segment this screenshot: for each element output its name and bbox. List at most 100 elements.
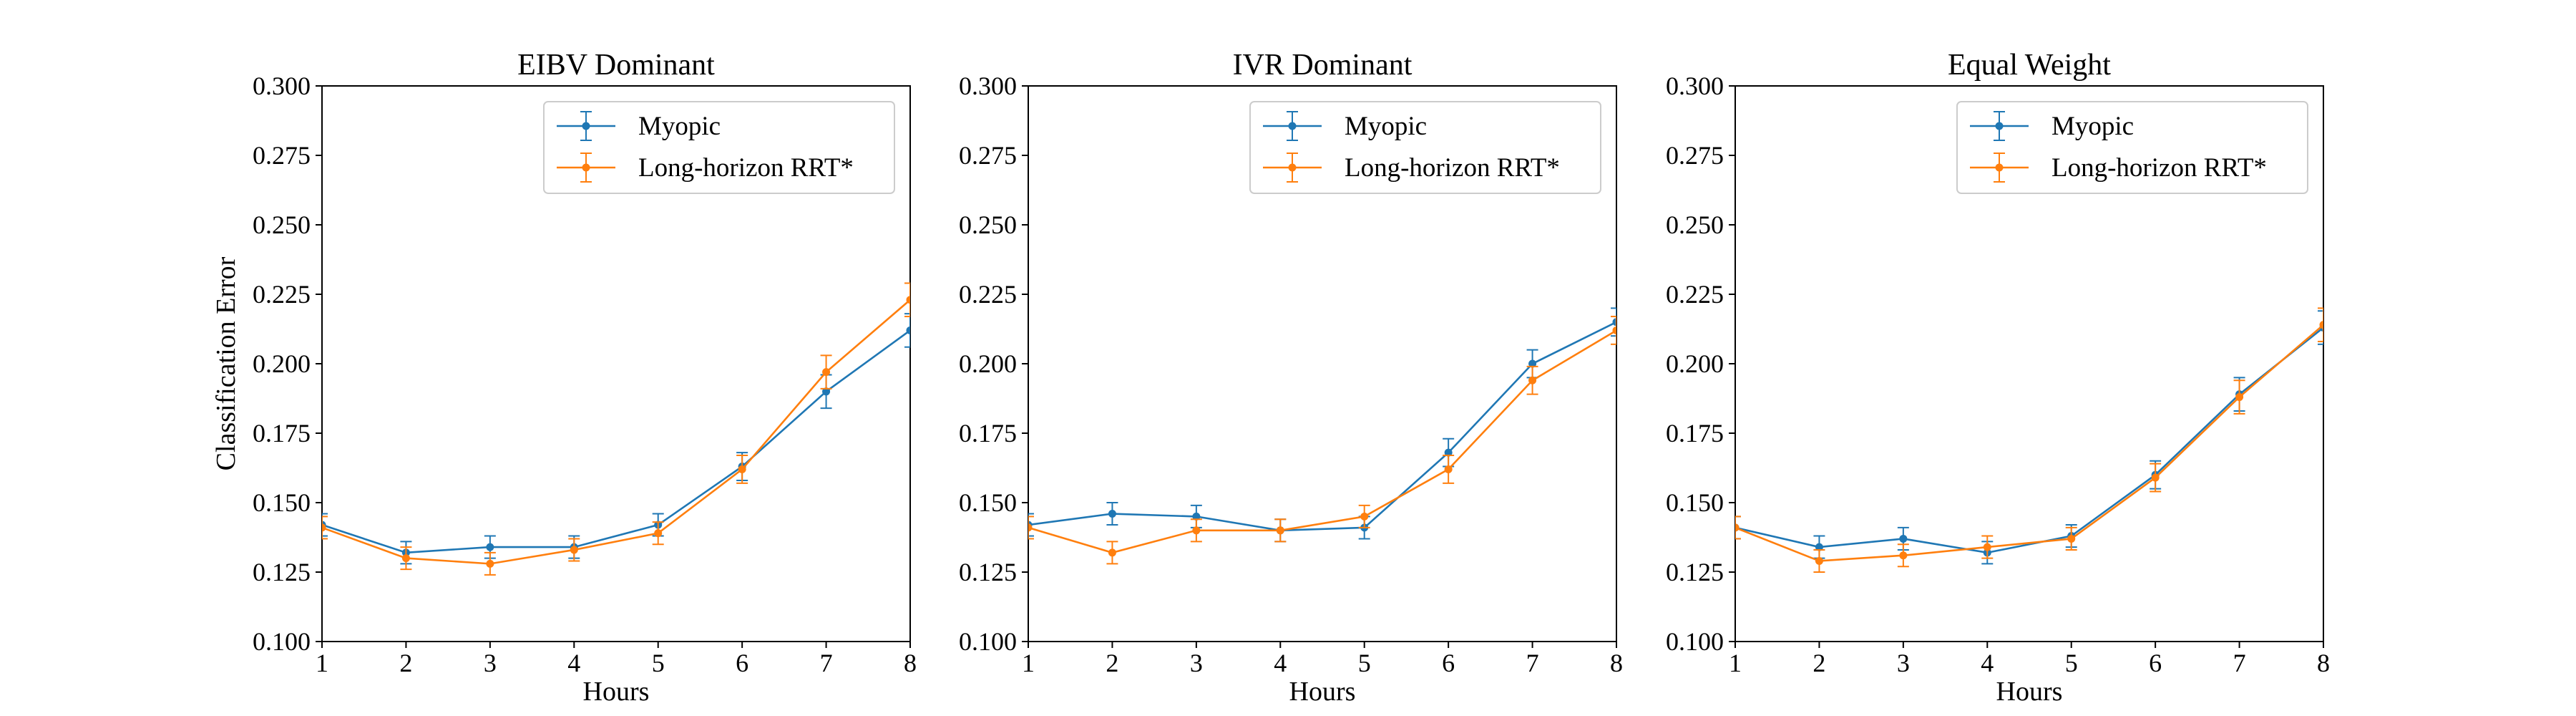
data-point: [570, 546, 578, 554]
x-tick-label: 5: [1358, 649, 1371, 677]
series-myopic: [1028, 307, 1616, 543]
y-tick-label: 0.250: [1666, 211, 1724, 239]
x-tick-label: 2: [1106, 649, 1118, 677]
series-line: [322, 299, 910, 565]
x-tick-label: 2: [399, 649, 412, 677]
data-point: [2151, 473, 2160, 482]
chart-title: Equal Weight: [1948, 49, 2111, 82]
legend: Myopic Long-horizon RRT*: [543, 101, 895, 194]
legend-marker: [582, 163, 590, 172]
legend-label: Myopic: [638, 112, 721, 141]
x-tick-label: 1: [1022, 649, 1035, 677]
x-tick-label: 3: [1897, 649, 1910, 677]
data-point: [1983, 543, 1991, 551]
series-long-horizon-rrt-: [1735, 307, 2323, 573]
data-point: [401, 554, 410, 563]
plot-area: [322, 282, 910, 576]
y-tick-label: 0.300: [959, 72, 1017, 100]
y-tick-label: 0.300: [253, 72, 311, 100]
y-tick-label: 0.275: [959, 141, 1017, 170]
y-tick-label: 0.150: [959, 488, 1017, 517]
data-point: [906, 326, 910, 334]
y-tick-label: 0.300: [1666, 72, 1724, 100]
data-point: [2235, 393, 2244, 402]
data-point: [1028, 523, 1033, 532]
legend-item: Myopic: [1970, 111, 2134, 141]
x-tick-label: 4: [567, 649, 580, 677]
legend-item: Long-horizon RRT*: [1263, 153, 1560, 183]
data-point: [1815, 543, 1823, 551]
data-point: [2319, 321, 2323, 329]
x-tick-label: 5: [2065, 649, 2078, 677]
x-tick-label: 5: [652, 649, 665, 677]
series-long-horizon-rrt-: [1028, 316, 1616, 565]
x-tick-label: 6: [2149, 649, 2162, 677]
panel-1: 0.100 0.125 0.150 0.175 0.200 0.225 0.250 0.275…: [211, 49, 917, 707]
legend-marker: [582, 122, 590, 130]
x-tick-label: 4: [1274, 649, 1287, 677]
series-line: [1735, 326, 2323, 554]
x-tick-label: 6: [1442, 649, 1455, 677]
series-line: [1028, 329, 1616, 554]
data-point: [1528, 376, 1537, 384]
legend-marker: [1995, 122, 2004, 130]
data-point: [1899, 534, 1908, 543]
data-point: [1612, 326, 1616, 334]
panel-3: 0.100 0.125 0.150 0.175 0.200 0.225 0.250 0.275…: [1666, 49, 2330, 707]
y-tick-label: 0.225: [253, 280, 311, 309]
x-tick-label: 8: [904, 649, 917, 677]
legend-item: Long-horizon RRT*: [557, 153, 854, 183]
data-point: [1444, 465, 1453, 473]
y-tick-label: 0.225: [959, 280, 1017, 309]
y-tick-label: 0.125: [1666, 558, 1724, 586]
data-point: [1108, 548, 1116, 557]
legend: Myopic Long-horizon RRT*: [1249, 101, 1601, 194]
series-line: [322, 329, 910, 554]
x-tick-label: 8: [1610, 649, 1623, 677]
series-myopic: [1735, 310, 2323, 565]
data-point: [1899, 551, 1908, 560]
x-axis-label: Hours: [1996, 677, 2063, 707]
legend-label: Myopic: [2051, 112, 2134, 141]
data-point: [906, 296, 910, 304]
y-tick-label: 0.125: [959, 558, 1017, 586]
y-tick-label: 0.250: [959, 211, 1017, 239]
data-point: [1360, 512, 1369, 521]
legend-label: Myopic: [1345, 112, 1427, 141]
y-tick-label: 0.100: [1666, 627, 1724, 656]
legend-item: Long-horizon RRT*: [1970, 153, 2267, 183]
legend-label: Long-horizon RRT*: [2051, 153, 2267, 183]
legend-marker: [1288, 122, 1297, 130]
legend-label: Long-horizon RRT*: [1345, 153, 1560, 183]
y-tick-label: 0.125: [253, 558, 311, 586]
series-line: [1735, 324, 2323, 562]
x-axis-label: Hours: [1289, 677, 1356, 707]
data-point: [654, 529, 663, 538]
data-point: [1192, 512, 1201, 521]
x-tick-label: 1: [316, 649, 328, 677]
legend-item: Myopic: [1263, 111, 1427, 141]
y-tick-label: 0.275: [1666, 141, 1724, 170]
y-tick-label: 0.100: [959, 627, 1017, 656]
series-long-horizon-rrt-: [322, 282, 910, 576]
data-point: [1815, 556, 1823, 565]
x-tick-label: 7: [820, 649, 833, 677]
legend: Myopic Long-horizon RRT*: [1956, 101, 2308, 194]
x-tick-label: 3: [484, 649, 497, 677]
y-tick-label: 0.150: [253, 488, 311, 517]
data-point: [822, 387, 831, 396]
y-tick-label: 0.200: [1666, 349, 1724, 378]
y-tick-label: 0.100: [253, 627, 311, 656]
data-point: [1612, 318, 1616, 326]
legend-item: Myopic: [557, 111, 721, 141]
y-axis-label: Classification Error: [211, 256, 241, 470]
data-point: [1528, 359, 1537, 368]
y-tick-label: 0.150: [1666, 488, 1724, 517]
data-point: [1444, 448, 1453, 457]
data-point: [1192, 526, 1201, 535]
y-tick-label: 0.175: [959, 419, 1017, 448]
y-tick-label: 0.200: [959, 349, 1017, 378]
legend-marker: [1995, 163, 2004, 172]
plot-area: [1028, 307, 1616, 565]
